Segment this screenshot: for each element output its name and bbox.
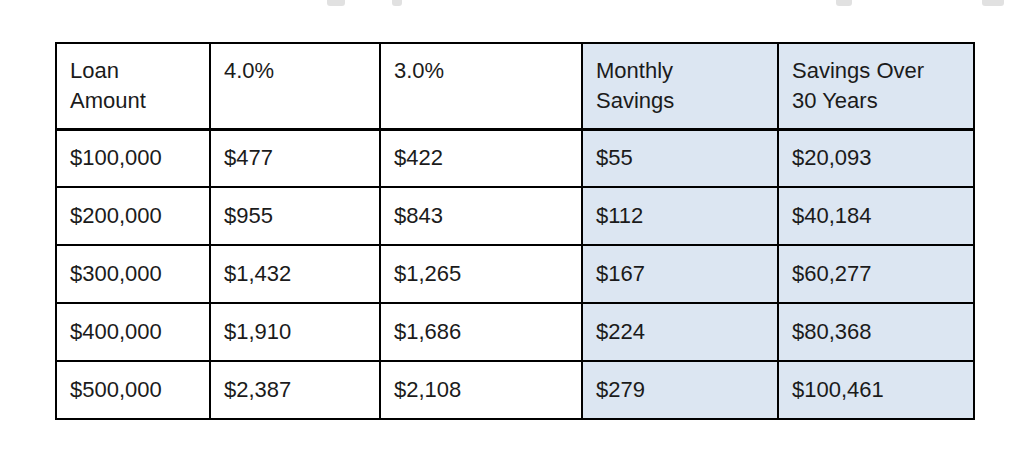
cropped-text-fragment — [836, 0, 852, 6]
cell-payment-3pct: $1,686 — [380, 303, 582, 361]
cell-savings-30-years: $100,461 — [778, 361, 974, 419]
cell-payment-3pct: $2,108 — [380, 361, 582, 419]
cell-savings-30-years: $60,277 — [778, 245, 974, 303]
table-row: $300,000 $1,432 $1,265 $167 $60,277 — [56, 245, 974, 303]
table-row: $500,000 $2,387 $2,108 $279 $100,461 — [56, 361, 974, 419]
cell-savings-30-years: $80,368 — [778, 303, 974, 361]
cropped-text-fragment — [982, 0, 1004, 6]
cell-payment-4pct: $1,910 — [210, 303, 380, 361]
cell-monthly-savings: $55 — [582, 129, 778, 187]
cell-payment-3pct: $1,265 — [380, 245, 582, 303]
cell-loan-amount: $300,000 — [56, 245, 210, 303]
cell-savings-30-years: $20,093 — [778, 129, 974, 187]
cell-loan-amount: $400,000 — [56, 303, 210, 361]
cell-payment-4pct: $1,432 — [210, 245, 380, 303]
cell-monthly-savings: $112 — [582, 187, 778, 245]
header-cell-savings-over-30-years: Savings Over 30 Years — [778, 43, 974, 129]
cell-monthly-savings: $224 — [582, 303, 778, 361]
cell-loan-amount: $100,000 — [56, 129, 210, 187]
refinance-savings-table: Loan Amount 4.0% 3.0% Monthly Savings Sa… — [55, 42, 975, 420]
cell-payment-4pct: $477 — [210, 129, 380, 187]
header-cell-monthly-savings: Monthly Savings — [582, 43, 778, 129]
cropped-text-fragment — [392, 0, 402, 6]
cell-payment-4pct: $2,387 — [210, 361, 380, 419]
table-row: $200,000 $955 $843 $112 $40,184 — [56, 187, 974, 245]
header-cell-loan-amount: Loan Amount — [56, 43, 210, 129]
header-row: Loan Amount 4.0% 3.0% Monthly Savings Sa… — [56, 43, 974, 129]
cell-monthly-savings: $167 — [582, 245, 778, 303]
cell-payment-4pct: $955 — [210, 187, 380, 245]
table-row: $100,000 $477 $422 $55 $20,093 — [56, 129, 974, 187]
cell-payment-3pct: $422 — [380, 129, 582, 187]
table-row: $400,000 $1,910 $1,686 $224 $80,368 — [56, 303, 974, 361]
cell-loan-amount: $500,000 — [56, 361, 210, 419]
header-cell-rate-3-percent: 3.0% — [380, 43, 582, 129]
header-cell-rate-4-percent: 4.0% — [210, 43, 380, 129]
cell-payment-3pct: $843 — [380, 187, 582, 245]
cell-savings-30-years: $40,184 — [778, 187, 974, 245]
cropped-text-fragment — [327, 0, 345, 6]
document-page: Loan Amount 4.0% 3.0% Monthly Savings Sa… — [0, 0, 1024, 464]
cell-loan-amount: $200,000 — [56, 187, 210, 245]
cell-monthly-savings: $279 — [582, 361, 778, 419]
